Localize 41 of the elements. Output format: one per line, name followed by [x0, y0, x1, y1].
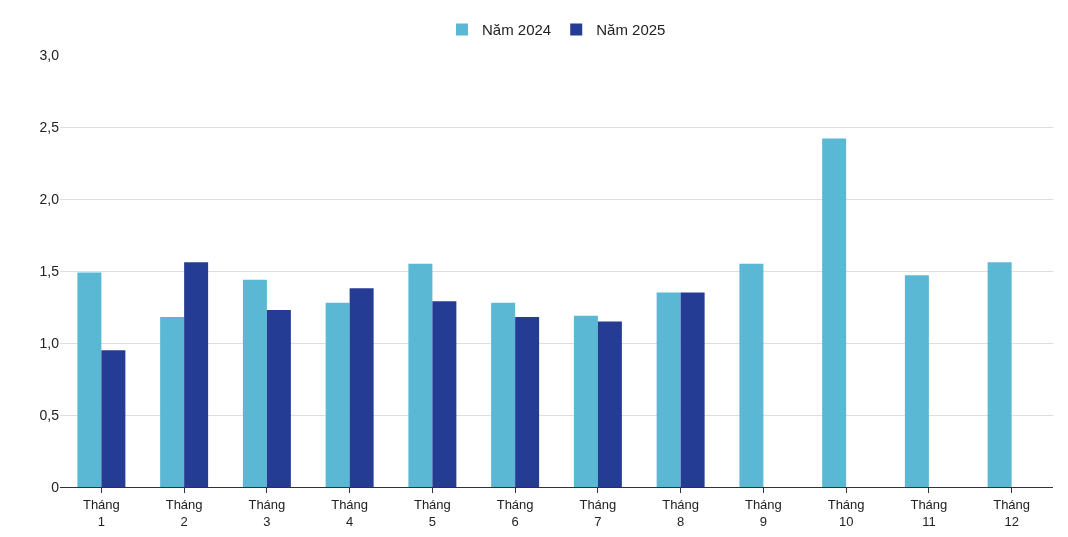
bar [325, 302, 350, 487]
y-tick-label: 1,5 [39, 262, 60, 279]
bar [101, 350, 126, 487]
bar [904, 275, 929, 487]
y-tick-label: 3,0 [39, 46, 60, 63]
x-tick-label: Tháng 5 [413, 496, 451, 529]
y-tick-label: 1,0 [39, 334, 60, 351]
legend-label: Năm 2025 [596, 21, 666, 39]
bar [266, 309, 291, 487]
bar [656, 292, 681, 487]
x-tick-label: Tháng 10 [827, 496, 865, 529]
y-tick-label: 0,5 [39, 406, 60, 423]
bar [491, 302, 516, 487]
bar [515, 317, 540, 487]
bar [184, 262, 209, 487]
bar [432, 301, 457, 487]
bar [408, 263, 433, 487]
bar [77, 272, 102, 487]
legend-label: Năm 2024 [482, 21, 552, 39]
x-tick-label: Tháng 3 [248, 496, 286, 529]
bar [160, 317, 185, 487]
x-tick-label: Tháng 11 [910, 496, 948, 529]
x-tick-label: Tháng 12 [993, 496, 1031, 529]
bar [242, 279, 267, 487]
x-tick-label: Tháng 6 [496, 496, 534, 529]
x-tick-label: Tháng 4 [331, 496, 369, 529]
bar [680, 292, 705, 487]
y-tick-label: 2,0 [39, 190, 60, 207]
x-tick-label: Tháng 8 [662, 496, 700, 529]
bar [573, 315, 598, 487]
x-tick-label: Tháng 7 [579, 496, 617, 529]
bar [349, 288, 374, 487]
x-tick-label: Tháng 9 [744, 496, 782, 529]
x-tick-label: Tháng 1 [82, 496, 120, 529]
y-tick-label: 2,5 [39, 118, 60, 135]
bar [597, 321, 622, 487]
y-tick-label: 0 [51, 478, 60, 495]
bar [987, 262, 1012, 487]
x-tick-label: Tháng 2 [165, 496, 203, 529]
bar [739, 263, 764, 487]
bar [822, 138, 847, 487]
